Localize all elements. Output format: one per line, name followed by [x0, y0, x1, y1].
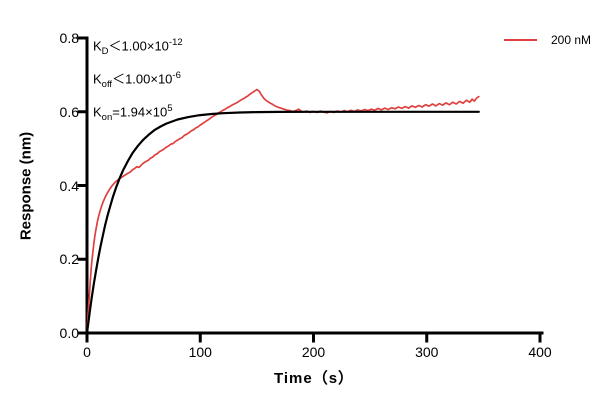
series-fit: [85, 110, 480, 335]
x-tick-label: 300: [415, 344, 439, 360]
y-tick-label: 0.4: [59, 177, 79, 194]
kinetics-line: Kon=1.94×105: [93, 102, 173, 123]
series-200-nm: [86, 88, 480, 334]
legend-line-swatch: [504, 39, 537, 41]
x-tick-label: 100: [188, 344, 212, 360]
x-tick-label: 200: [301, 344, 326, 360]
y-tick-label: 0.0: [59, 325, 79, 341]
y-tick-label: 0.6: [59, 103, 79, 120]
kinetics-annotation: KD＜1.00×10-12 Koff＜1.00×10-6 Kon=1.94×105: [93, 31, 183, 130]
y-tick-label: 0.8: [59, 30, 79, 46]
x-tick-label: 400: [528, 344, 552, 360]
x-tick-label: 0: [83, 344, 91, 360]
kinetics-line: KD＜1.00×10-12: [93, 37, 183, 57]
kinetics-line: Koff＜1.00×10-6: [93, 69, 181, 90]
y-tick-label: 0.2: [59, 251, 79, 268]
x-axis-title: Time（s）: [273, 370, 355, 387]
y-axis-title: Response (nm): [17, 131, 35, 241]
legend-label: 200 nM: [551, 33, 592, 47]
legend: 200 nM: [504, 33, 591, 47]
